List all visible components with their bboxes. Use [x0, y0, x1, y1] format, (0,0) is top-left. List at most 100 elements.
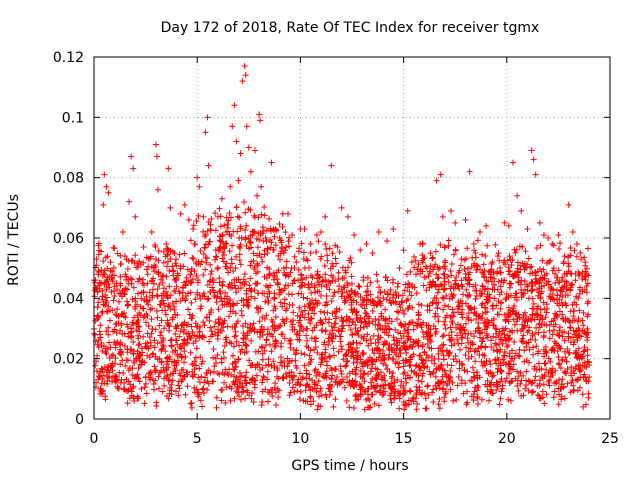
- data-point: [231, 102, 238, 109]
- data-point: [289, 280, 296, 287]
- data-point: [419, 328, 426, 335]
- data-point: [297, 313, 304, 320]
- data-point: [559, 284, 566, 291]
- data-point: [139, 349, 146, 356]
- data-point: [174, 270, 181, 277]
- data-point: [207, 324, 214, 331]
- data-point: [420, 370, 427, 377]
- data-point: [156, 355, 163, 362]
- data-point: [464, 280, 471, 287]
- data-point: [206, 317, 213, 324]
- data-point: [445, 303, 452, 310]
- data-point: [145, 301, 152, 308]
- data-point: [179, 376, 186, 383]
- data-point: [110, 351, 117, 358]
- data-point: [176, 251, 183, 258]
- data-point: [221, 252, 228, 259]
- data-point: [332, 378, 339, 385]
- data-point: [303, 343, 310, 350]
- data-point: [298, 275, 305, 282]
- data-point: [225, 217, 232, 224]
- data-point: [338, 328, 345, 335]
- data-point: [143, 293, 150, 300]
- data-point: [259, 344, 266, 351]
- data-point: [583, 377, 590, 384]
- data-point: [311, 346, 318, 353]
- data-point: [165, 395, 172, 402]
- data-point: [259, 388, 266, 395]
- data-point: [580, 348, 587, 355]
- data-point: [192, 241, 199, 248]
- data-point: [227, 214, 234, 221]
- data-point: [480, 261, 487, 268]
- data-point: [335, 276, 342, 283]
- data-point: [200, 271, 207, 278]
- y-tick-label: 0: [75, 412, 84, 428]
- data-point: [584, 245, 591, 252]
- data-point: [329, 329, 336, 336]
- data-point: [151, 337, 158, 344]
- data-point: [468, 377, 475, 384]
- data-point: [467, 345, 474, 352]
- data-point: [185, 321, 192, 328]
- data-point: [295, 277, 302, 284]
- data-point: [197, 295, 204, 302]
- data-point: [273, 338, 280, 345]
- data-point: [289, 321, 296, 328]
- data-point: [298, 323, 305, 330]
- data-point: [543, 270, 550, 277]
- data-point: [189, 254, 196, 261]
- data-point: [482, 286, 489, 293]
- data-point: [166, 323, 173, 330]
- data-point: [423, 287, 430, 294]
- data-point: [328, 375, 335, 382]
- data-point: [264, 283, 271, 290]
- data-point: [527, 270, 534, 277]
- data-point: [265, 398, 272, 405]
- data-point: [322, 241, 329, 248]
- data-point: [550, 344, 557, 351]
- data-point: [379, 347, 386, 354]
- data-point: [301, 282, 308, 289]
- data-point: [208, 328, 215, 335]
- data-point: [568, 364, 575, 371]
- data-point: [418, 302, 425, 309]
- data-point: [401, 323, 408, 330]
- data-point: [537, 306, 544, 313]
- data-point: [292, 357, 299, 364]
- data-point: [259, 356, 266, 363]
- data-point: [117, 361, 124, 368]
- data-point: [225, 269, 232, 276]
- data-point: [371, 400, 378, 407]
- data-point: [241, 271, 248, 278]
- data-point: [264, 368, 271, 375]
- data-point: [296, 382, 303, 389]
- data-point: [314, 382, 321, 389]
- data-point: [255, 309, 262, 316]
- data-point: [404, 326, 411, 333]
- data-point: [216, 237, 223, 244]
- data-point: [556, 344, 563, 351]
- data-point: [461, 327, 468, 334]
- data-point: [394, 376, 401, 383]
- data-point: [452, 219, 459, 226]
- data-point: [279, 210, 286, 217]
- data-point: [153, 307, 160, 314]
- data-point: [214, 326, 221, 333]
- data-point: [147, 306, 154, 313]
- data-point: [536, 289, 543, 296]
- data-point: [191, 384, 198, 391]
- data-point: [237, 150, 244, 157]
- data-point: [114, 306, 121, 313]
- data-point: [338, 204, 345, 211]
- data-point: [477, 287, 484, 294]
- data-point: [543, 260, 550, 267]
- data-point: [185, 278, 192, 285]
- data-point: [380, 315, 387, 322]
- data-point: [150, 275, 157, 282]
- data-point: [448, 329, 455, 336]
- data-point: [124, 388, 131, 395]
- data-point: [494, 355, 501, 362]
- data-point: [181, 342, 188, 349]
- data-point: [419, 341, 426, 348]
